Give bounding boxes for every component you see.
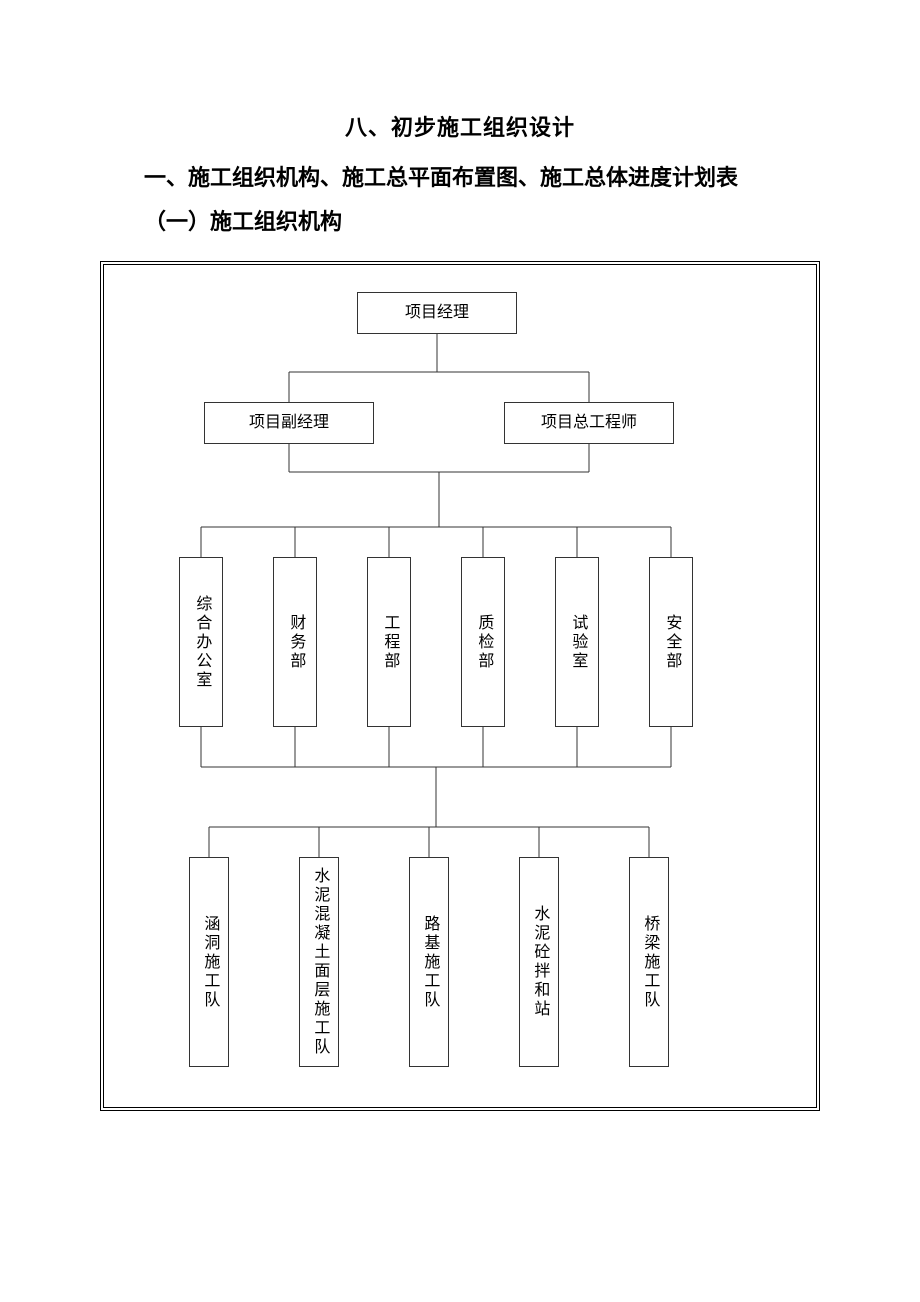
org-node-t2: 水泥混凝土面层施工队	[299, 857, 339, 1067]
org-node-t4: 水泥砼拌和站	[519, 857, 559, 1067]
section-title: 一、施工组织机构、施工总平面布置图、施工总体进度计划表	[100, 158, 820, 198]
org-node-t1: 涵洞施工队	[189, 857, 229, 1067]
org-node-d4: 质检部	[461, 557, 505, 727]
org-node-d6: 安全部	[649, 557, 693, 727]
org-chart: 项目经理项目副经理 项目总工程师综合办公室 财务部 工程部 质检部 试验室 安全部涵洞施工队…	[124, 287, 796, 1085]
org-node-d1: 综合办公室	[179, 557, 223, 727]
org-node-t3: 路基施工队	[409, 857, 449, 1067]
org-node-pm: 项目经理	[357, 292, 517, 334]
org-chart-frame: 项目经理项目副经理 项目总工程师综合办公室 财务部 工程部 质检部 试验室 安全部涵洞施工队…	[100, 261, 820, 1111]
org-node-ce: 项目总工程师	[504, 402, 674, 444]
sub-title: （一）施工组织机构	[100, 202, 820, 242]
org-node-d2: 财务部	[273, 557, 317, 727]
org-node-d5: 试验室	[555, 557, 599, 727]
page-title: 八、初步施工组织设计	[100, 110, 820, 142]
org-node-t5: 桥梁施工队	[629, 857, 669, 1067]
org-node-vpm: 项目副经理	[204, 402, 374, 444]
org-node-d3: 工程部	[367, 557, 411, 727]
